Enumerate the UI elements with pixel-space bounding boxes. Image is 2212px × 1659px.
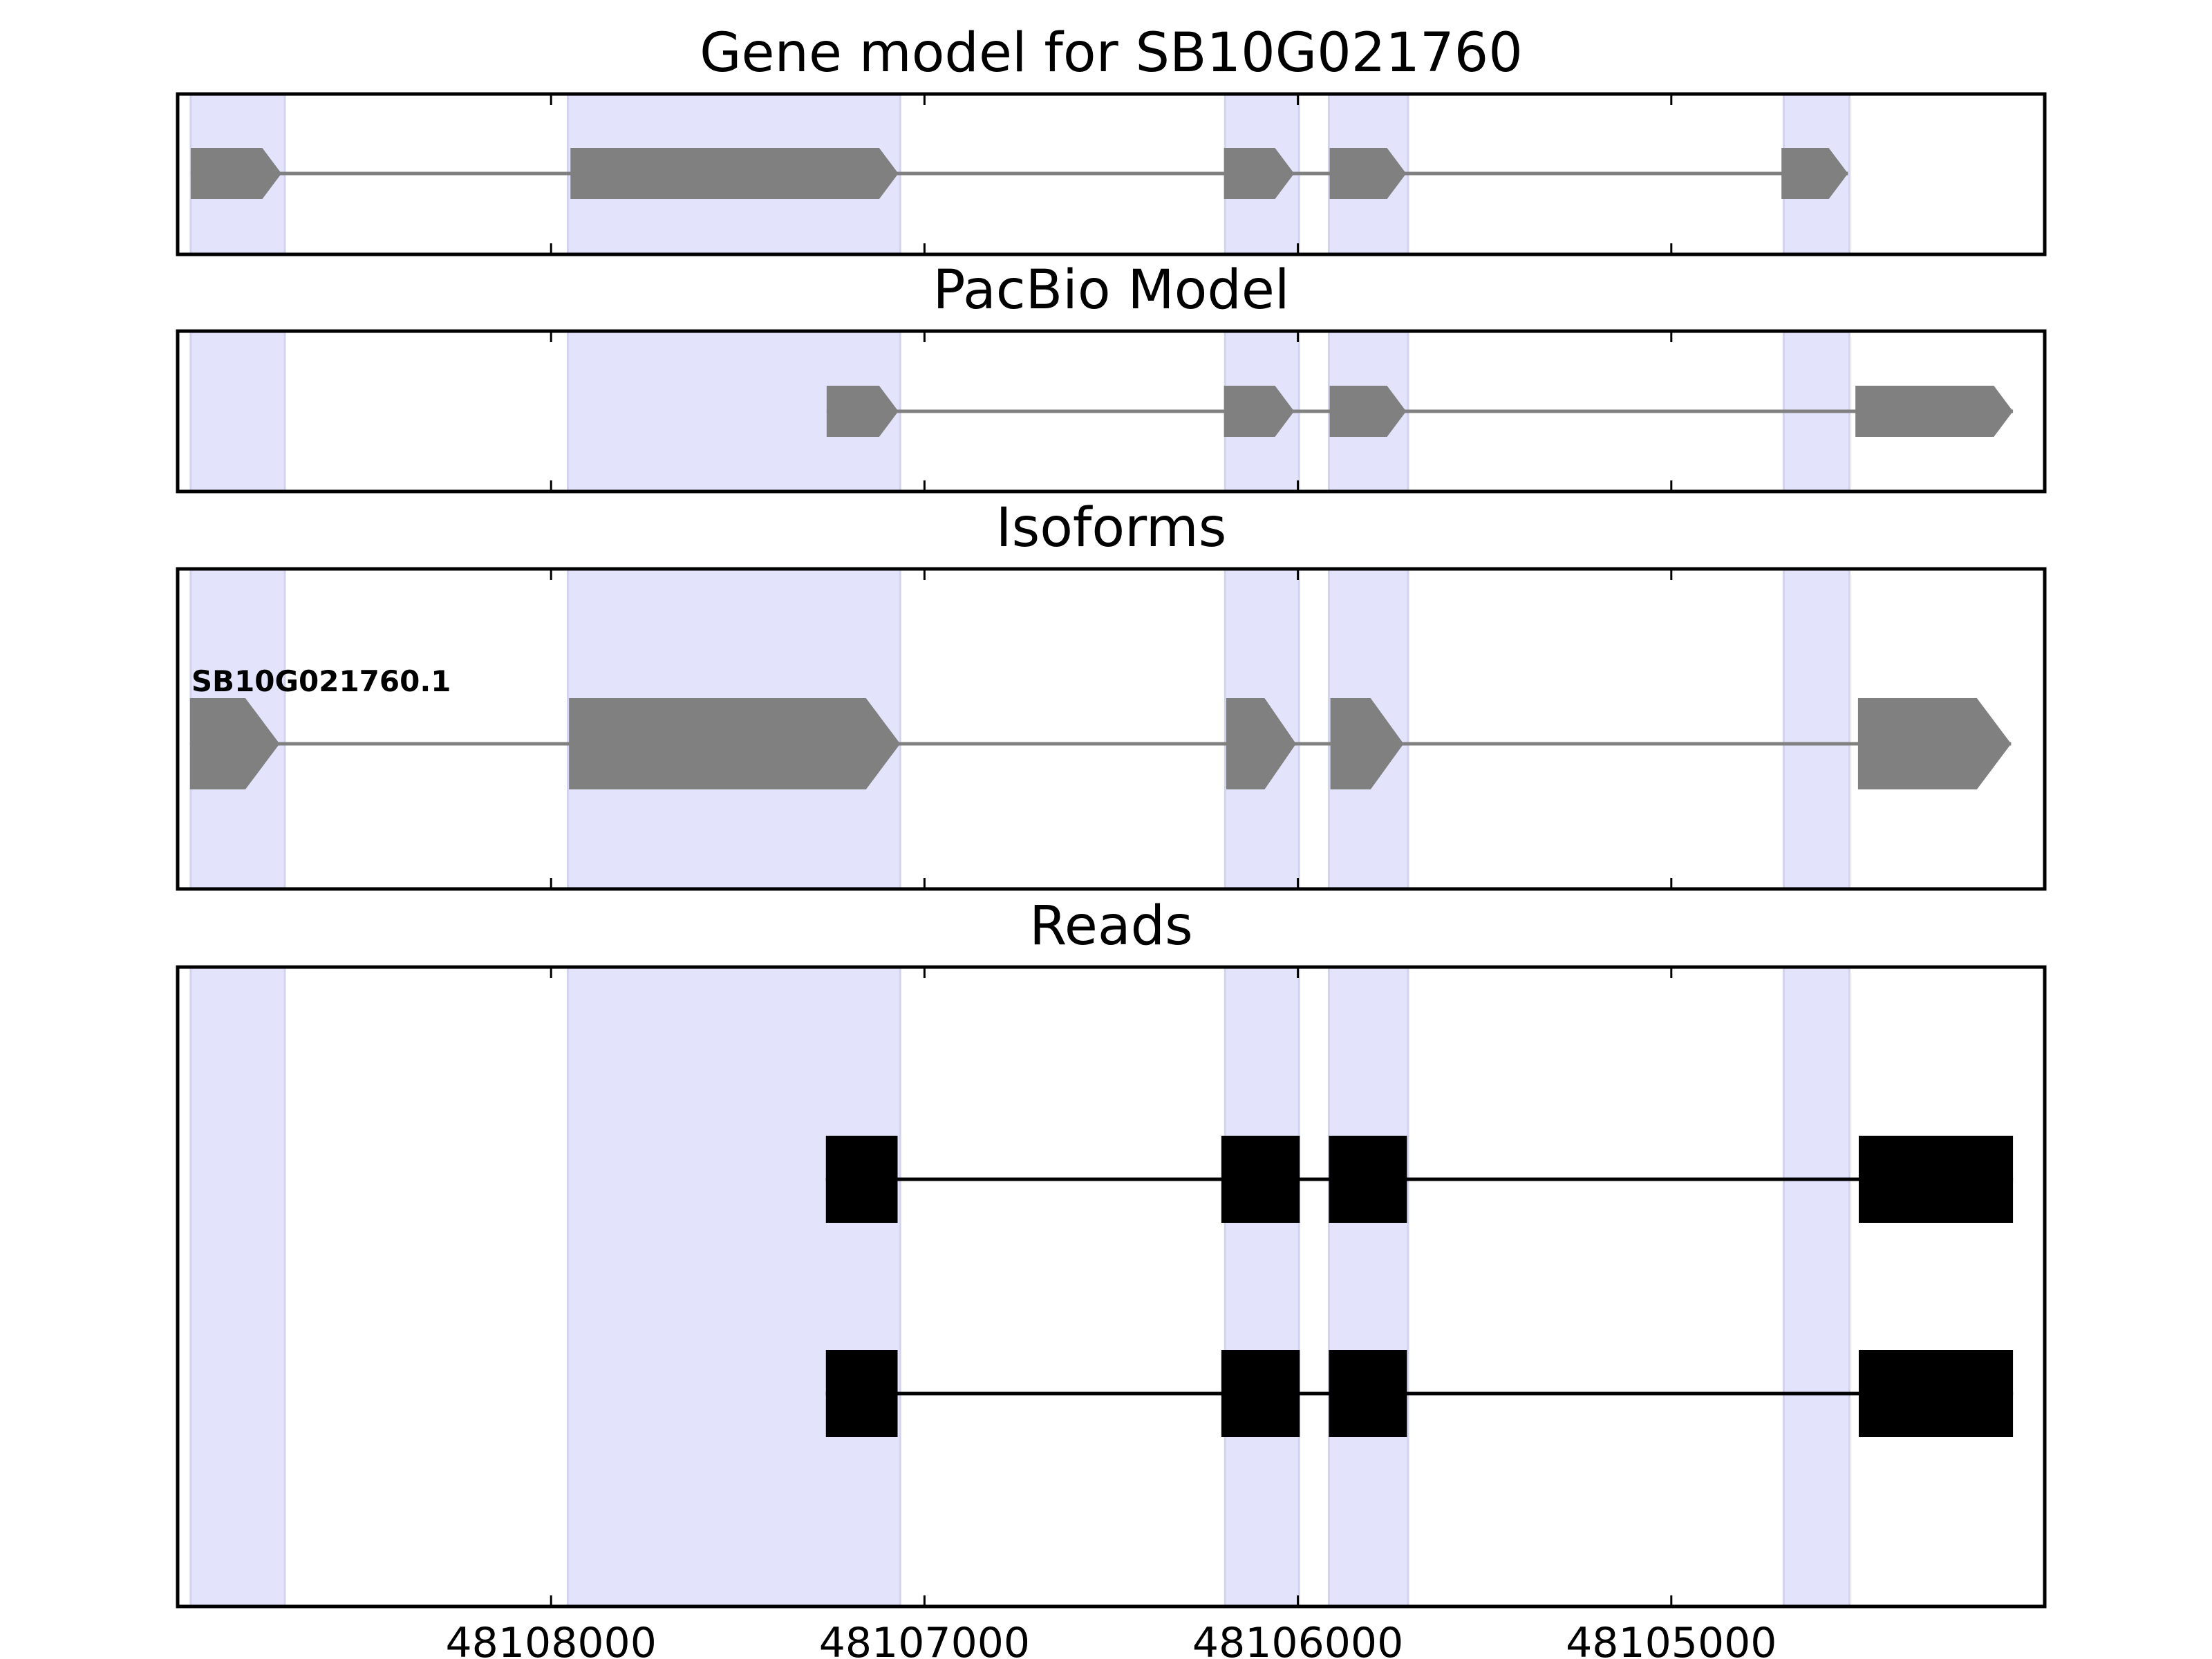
panel-reads: Reads: [176, 895, 2047, 1609]
exon-highlight-band: [1327, 966, 1409, 1608]
panel-pacbio-model: PacBio Model: [176, 259, 2047, 494]
exon-highlight-band: [567, 966, 901, 1608]
exon-highlight-band: [1782, 966, 1850, 1608]
axes-frame: [176, 92, 2047, 256]
x-tick-label: 48105000: [1566, 1619, 1777, 1659]
panel-gene-model: Gene model for SB10G021760: [176, 22, 2047, 256]
axes-frame: [176, 329, 2047, 494]
exon-arrow: [1781, 148, 1848, 199]
x-tick-label: 48106000: [1192, 1619, 1403, 1659]
exon-arrow: [569, 698, 901, 789]
exon-arrow: [1224, 148, 1295, 199]
read-exon-block: [1329, 1136, 1407, 1223]
axes-frame: [176, 567, 2047, 891]
exon-arrow: [1226, 698, 1296, 789]
axes-frame: [176, 965, 2047, 1609]
panel-title: PacBio Model: [932, 259, 1289, 321]
exon-arrow: [190, 148, 282, 199]
exon-arrow: [1329, 386, 1407, 437]
read-exon-block: [1221, 1136, 1300, 1223]
isoform-label: SB10G021760.1: [191, 664, 451, 698]
read-exon-block: [825, 1136, 898, 1223]
panel-title: Isoforms: [996, 497, 1227, 559]
exon-highlight-band: [1224, 966, 1300, 1608]
exon-arrow: [1330, 698, 1404, 789]
exon-arrow: [826, 386, 899, 437]
panel-title: Reads: [1029, 895, 1193, 957]
x-tick-label: 48108000: [446, 1619, 657, 1659]
x-tick-label: 48107000: [819, 1619, 1030, 1659]
read-exon-block: [825, 1350, 898, 1437]
exon-arrow: [189, 698, 280, 789]
exon-arrow: [1329, 148, 1407, 199]
exon-arrow: [1224, 386, 1295, 437]
exon-highlight-band: [189, 330, 286, 493]
read-exon-block: [1329, 1350, 1407, 1437]
read-exon-block: [1858, 1136, 2014, 1223]
panel-isoforms: Isoforms SB10G021760.1: [176, 497, 2047, 891]
panel-title: Gene model for SB10G021760: [700, 22, 1523, 84]
read-exon-block: [1221, 1350, 1300, 1437]
exon-highlight-band: [1782, 568, 1850, 890]
read-exon-block: [1858, 1350, 2014, 1437]
plot-root: Gene model for SB10G021760 PacBio Model Is…: [176, 22, 2047, 1659]
exon-highlight-band: [189, 966, 286, 1608]
exon-arrow: [570, 148, 899, 199]
exon-arrow: [1857, 698, 2012, 789]
exon-arrow: [1855, 386, 2014, 437]
